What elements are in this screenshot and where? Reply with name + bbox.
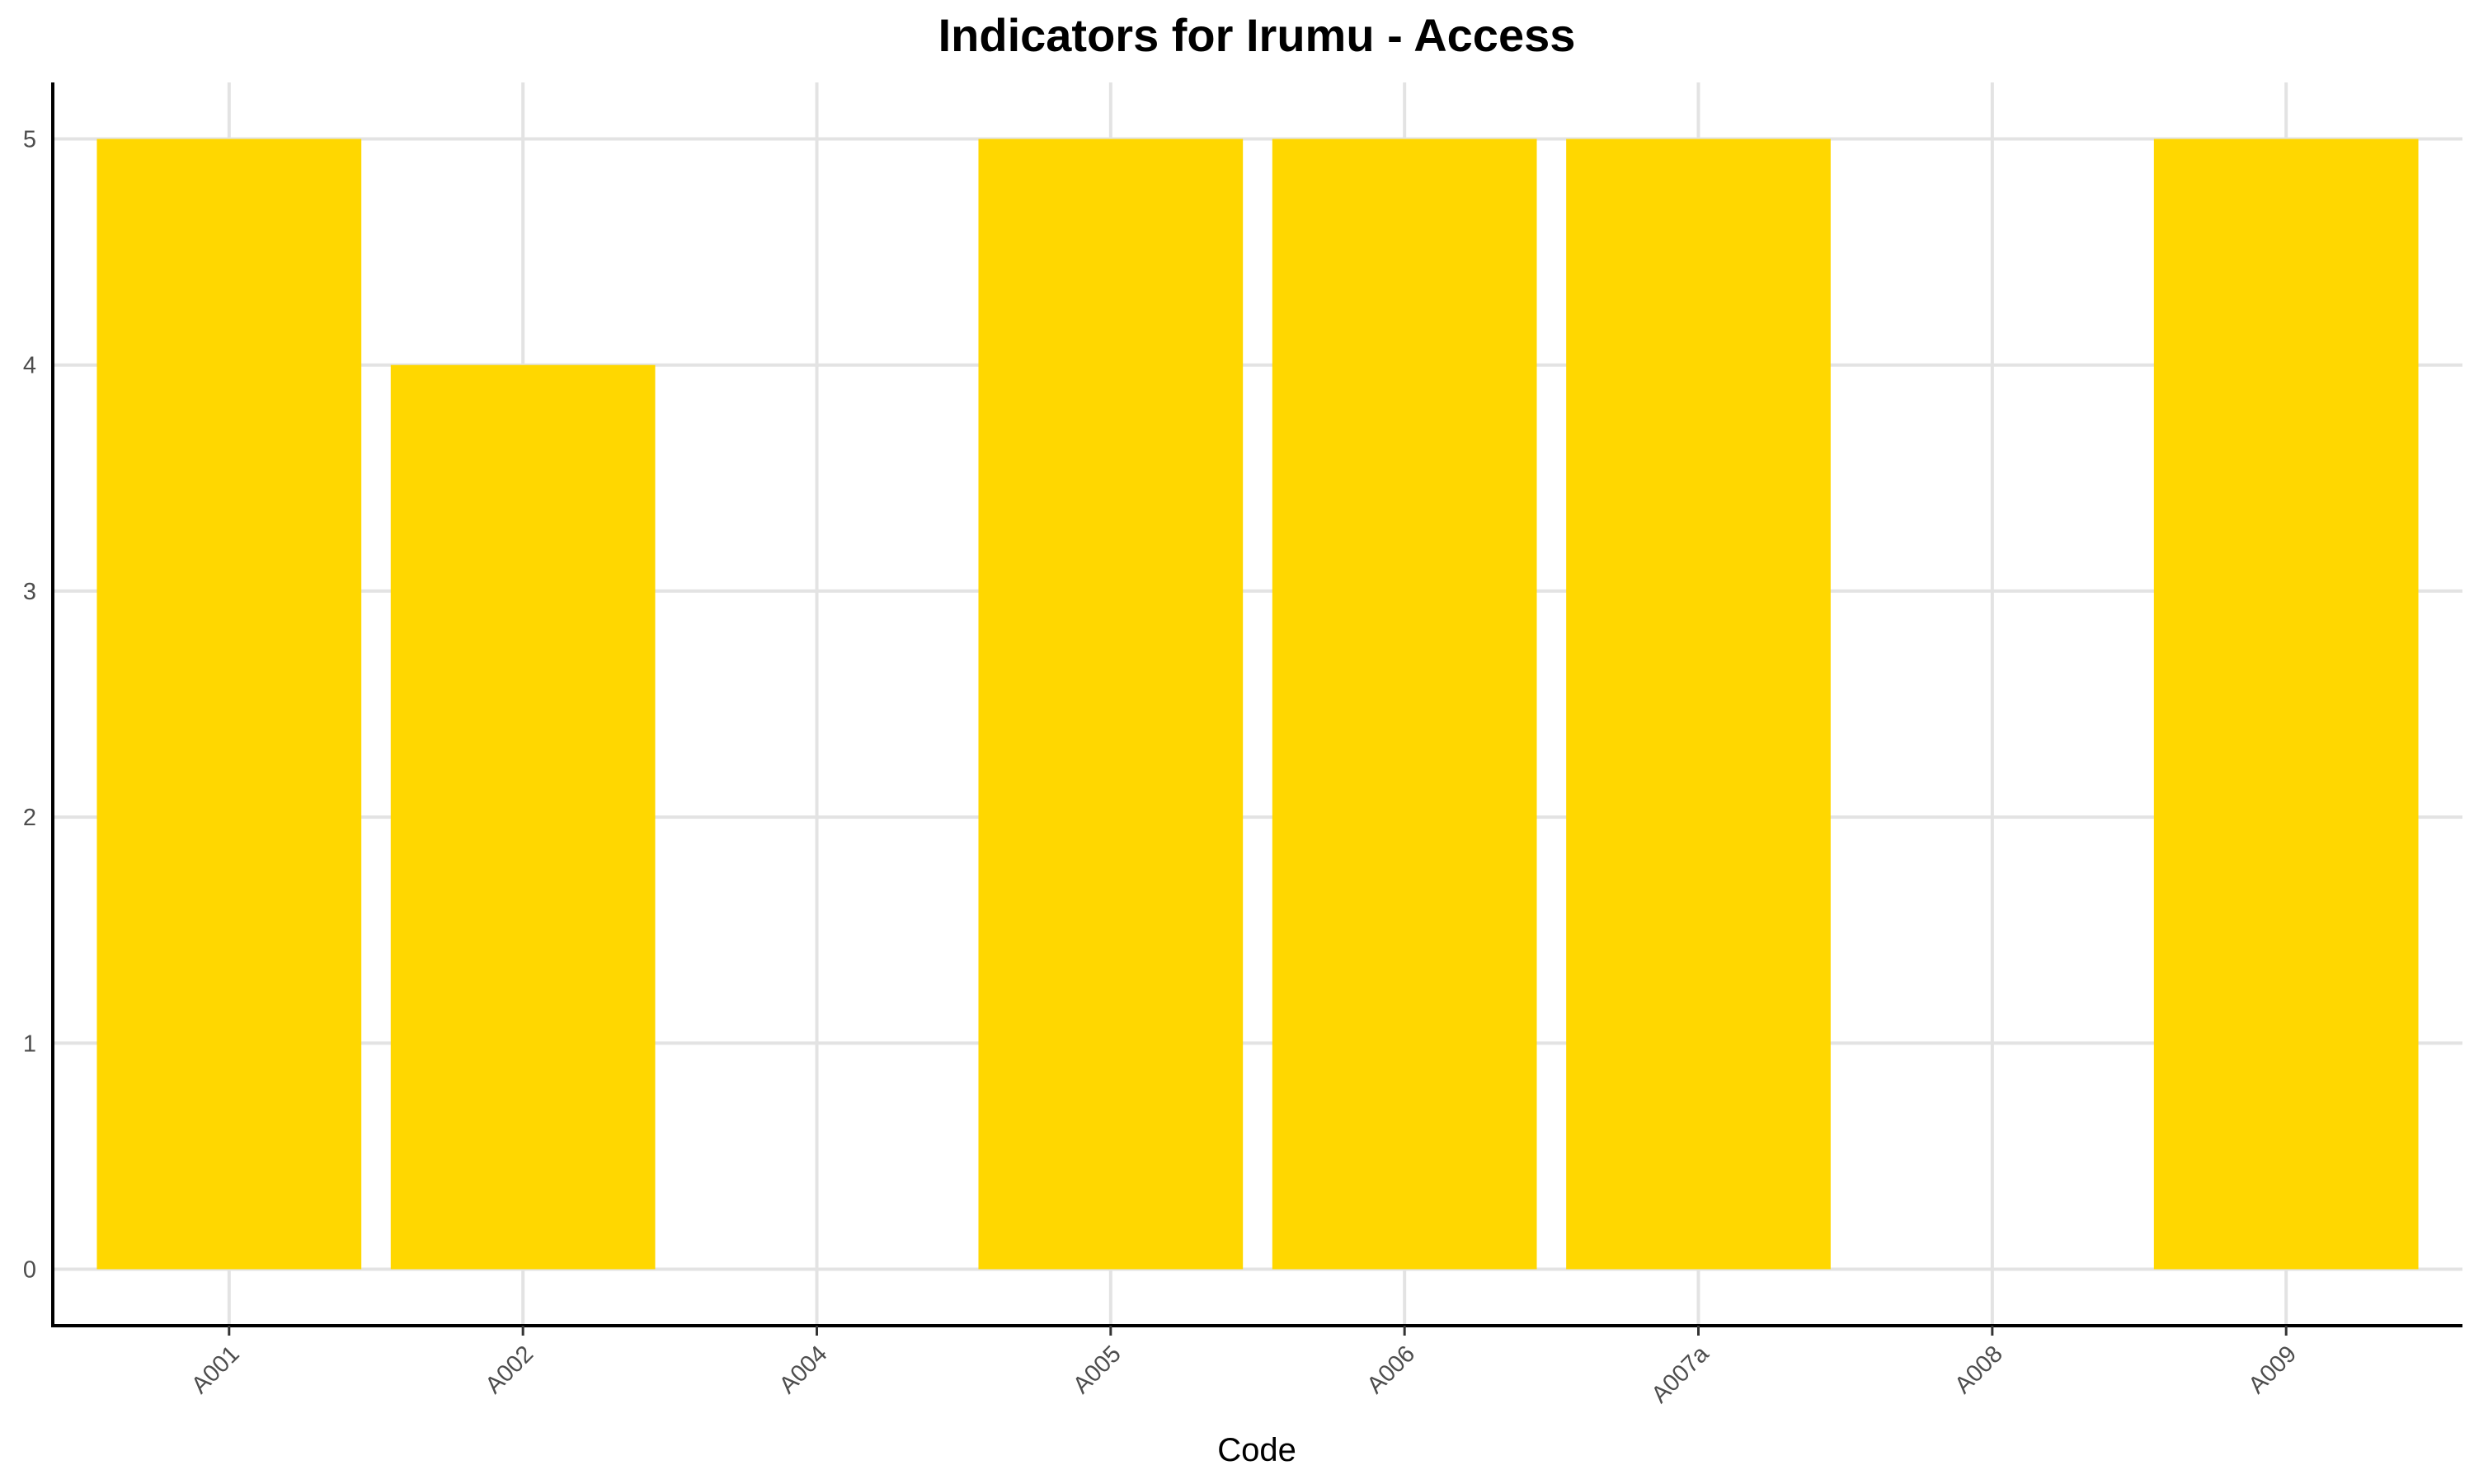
x-tick-label-a006: A006 [1362, 1341, 1421, 1399]
x-tick-label-a007a: A007a [1647, 1341, 1715, 1409]
y-tick-label: 3 [23, 579, 36, 605]
bar-a006 [1272, 139, 1537, 1270]
bar-a007a [1566, 139, 1831, 1270]
bar-a001 [96, 139, 362, 1270]
y-tick-label: 1 [23, 1031, 36, 1057]
chart-title: Indicators for Irumu - Access [938, 9, 1576, 61]
x-tick-label-a009: A009 [2244, 1341, 2302, 1399]
axes [51, 82, 2462, 1336]
y-tick-label: 4 [23, 353, 36, 379]
x-tick-label-a004: A004 [774, 1341, 833, 1399]
y-tick-label: 2 [23, 805, 36, 831]
x-axis-label: Code [1217, 1432, 1296, 1468]
bar-a009 [2153, 139, 2419, 1270]
y-tick-label: 5 [23, 127, 36, 153]
x-tick-label-a002: A002 [481, 1341, 539, 1399]
x-tick-label-a001: A001 [186, 1341, 245, 1399]
x-tick-label-a005: A005 [1068, 1341, 1126, 1399]
bar-a002 [390, 364, 656, 1270]
bars [96, 139, 2419, 1270]
y-tick-label: 0 [23, 1256, 36, 1283]
bar-a005 [978, 139, 1244, 1270]
x-tick-label-a008: A008 [1950, 1341, 2008, 1399]
